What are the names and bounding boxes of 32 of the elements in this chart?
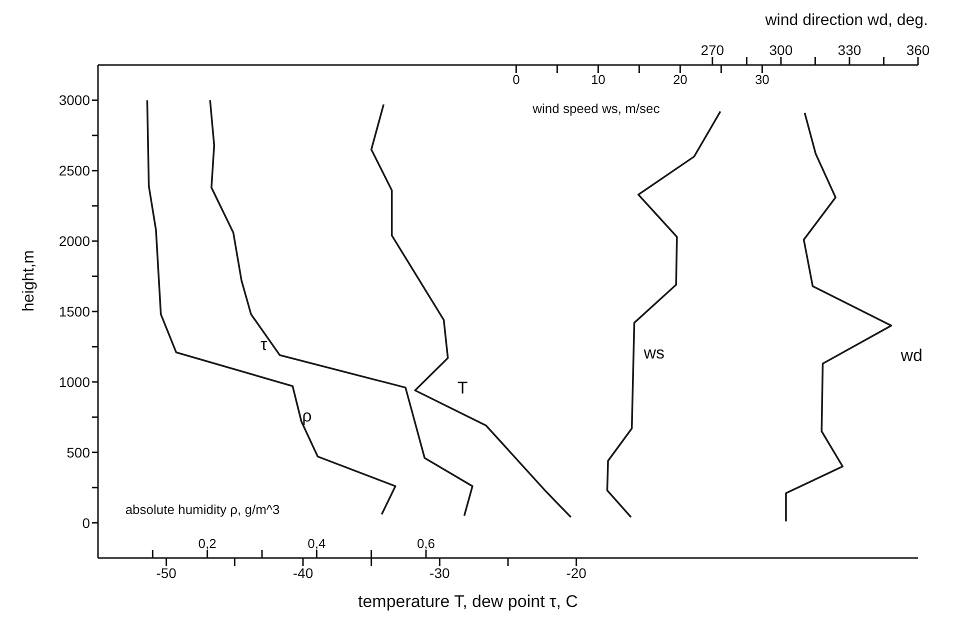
y-axis-title: height,m — [20, 250, 38, 312]
series-label: wd — [900, 346, 922, 366]
y-tick-label: 3000 — [58, 92, 90, 108]
x-tick-label: -30 — [430, 564, 450, 581]
x-tick-label: -40 — [292, 564, 314, 581]
x-axis-title: temperature T, dew point τ, C — [358, 592, 578, 612]
x2-axis-title: wind speed ws, m/sec — [532, 101, 660, 116]
x2-tick-label: 20 — [672, 72, 688, 88]
y-tick-label: 1000 — [58, 374, 90, 390]
y-tick-label: 500 — [66, 444, 90, 460]
y-tick-label: 2000 — [58, 233, 90, 250]
x-tick-label: -50 — [156, 564, 177, 581]
x2-tick-label: 10 — [590, 72, 606, 88]
x2-tick-label: 30 — [754, 72, 770, 88]
series-label: T — [457, 378, 468, 398]
x-tick-label: 0,2 — [198, 536, 216, 551]
x2-tick-label: 330 — [838, 42, 862, 58]
series-label: τ — [260, 334, 268, 354]
y-tick-label: 0 — [82, 514, 90, 531]
x-tick-label: -20 — [566, 564, 587, 581]
x2-tick-label: 300 — [769, 42, 793, 58]
x2-axis-title: wind direction wd, deg. — [765, 12, 928, 30]
x2-tick-label: 0 — [512, 72, 520, 88]
x-axis-title: absolute humidity ρ, g/m^3 — [125, 502, 280, 517]
y-tick-label: 1500 — [58, 303, 90, 320]
series-label: ws — [642, 343, 665, 362]
series-label: ρ — [302, 406, 312, 426]
x2-tick-label: 360 — [906, 42, 930, 58]
x2-tick-label: 270 — [700, 42, 724, 58]
x-tick-label: 0,6 — [416, 536, 436, 551]
x-tick-label: 0,4 — [308, 536, 326, 551]
y-tick-label: 2500 — [58, 162, 90, 179]
